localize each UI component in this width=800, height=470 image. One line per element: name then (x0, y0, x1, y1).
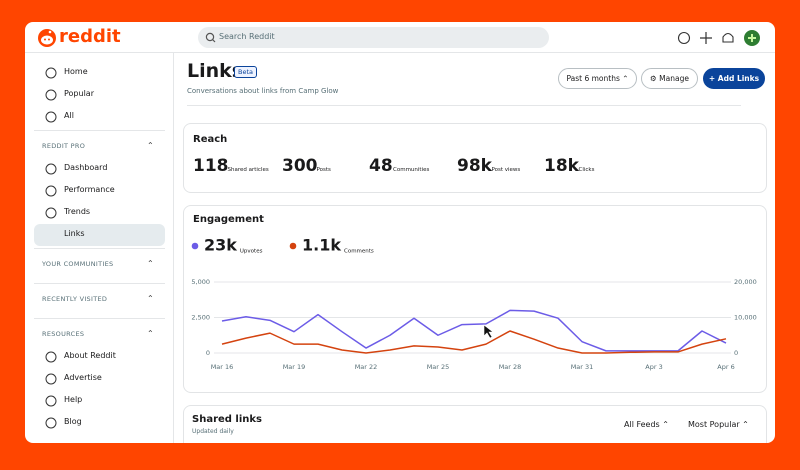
y2-tick-label: 0 (734, 349, 738, 357)
section-header[interactable]: YOUR COMMUNITIES (42, 260, 114, 268)
nav-icon (45, 67, 57, 79)
legend-swatch (289, 242, 297, 250)
mouse-cursor (483, 324, 494, 339)
nav-item[interactable]: Dashboard (64, 163, 108, 172)
stat-value: 118 (193, 156, 229, 176)
nav-item[interactable]: About Reddit (64, 351, 116, 360)
engagement-title: Engagement (193, 214, 264, 225)
nav-item[interactable]: Performance (64, 185, 115, 194)
x-tick-label: Mar 22 (355, 363, 378, 371)
feed-filter[interactable]: All Feeds ⌃ (624, 420, 669, 429)
button-label: Manage (659, 74, 689, 83)
series-line (221, 309, 727, 352)
y-tick-label: 2,500 (191, 314, 210, 322)
title-divider (187, 105, 741, 106)
section-chevron: ⌃ (147, 259, 154, 268)
x-tick-label: Apr 6 (717, 363, 734, 371)
sidebar-divider (34, 318, 165, 319)
y2-tick-label: 10,000 (734, 314, 757, 322)
legend-total: 23k (204, 236, 237, 255)
header-icons[interactable] (675, 28, 770, 48)
nav-icon (45, 89, 57, 101)
nav-item[interactable]: Advertise (64, 373, 102, 382)
nav-icon (45, 185, 57, 197)
y-tick-label: 5,000 (191, 278, 210, 286)
stat-label: Posts (316, 167, 331, 173)
filter-label: Most Popular (688, 420, 740, 429)
legend-swatch (191, 242, 199, 250)
section-header[interactable]: RECENTLY VISITED (42, 295, 108, 303)
y2-tick-label: 20,000 (734, 278, 757, 286)
page-title: Links (187, 60, 244, 82)
section-header[interactable]: REDDIT PRO (42, 142, 86, 150)
nav-item[interactable]: Blog (64, 417, 82, 426)
shared-links-card (183, 405, 767, 443)
beta-badge: Beta (234, 66, 257, 78)
nav-item[interactable]: Popular (64, 89, 94, 98)
sidebar-divider (34, 130, 165, 131)
stat-label: Post views (491, 167, 521, 173)
sidebar-divider (34, 283, 165, 284)
series-line (221, 330, 727, 354)
x-tick-label: Apr 3 (645, 363, 662, 371)
nav-item[interactable]: Trends (64, 207, 91, 216)
nav-icon (45, 111, 57, 123)
stat-value: 300 (282, 156, 318, 176)
section-chevron: ⌃ (147, 329, 154, 338)
shared-links-subtitle: Updated daily (192, 428, 234, 435)
nav-icon (45, 351, 57, 363)
logo-text[interactable]: reddit (59, 26, 121, 47)
nav-icon (45, 395, 57, 407)
section-header[interactable]: RESOURCES (42, 330, 85, 338)
nav-icon (45, 163, 57, 175)
section-chevron: ⌃ (147, 294, 154, 303)
nav-icon (45, 207, 57, 219)
logo-icon (38, 29, 56, 47)
search-icon (205, 32, 216, 43)
search-bar[interactable] (198, 27, 549, 48)
header-divider (25, 52, 775, 53)
nav-icon (45, 417, 57, 429)
date-range-button[interactable]: Past 6 months ⌃ (558, 68, 637, 89)
x-tick-label: Mar 31 (571, 363, 594, 371)
section-chevron: ⌃ (147, 141, 154, 150)
add-links-button[interactable]: + Add Links (703, 68, 765, 89)
x-tick-label: Mar 28 (499, 363, 522, 371)
stat-label: Communities (393, 167, 430, 173)
page-subtitle: Conversations about links from Camp Glow (187, 87, 339, 95)
legend-name: Comments (344, 249, 374, 255)
button-label: Past 6 months (566, 74, 620, 83)
window: reddit Search Reddit Links Beta Conversa… (25, 22, 775, 443)
sidebar-divider (173, 52, 174, 443)
reach-title: Reach (193, 134, 228, 145)
search-placeholder: Search Reddit (219, 32, 275, 41)
nav-icon (45, 373, 57, 385)
active-item-bg (34, 224, 165, 246)
engagement-card (183, 205, 767, 393)
stat-label: Clicks (578, 167, 595, 173)
reach-card (183, 123, 767, 193)
button-label: Add Links (717, 74, 760, 83)
nav-item[interactable]: Home (64, 67, 88, 76)
nav-item[interactable]: All (64, 111, 74, 120)
shared-links-title: Shared links (192, 414, 262, 425)
engagement-chart: 0 2,500 5,000 0 10,000 20,000 Mar 16 Mar 19 Mar … (45, 67, 757, 429)
stat-value: 18k (544, 156, 579, 176)
stat-label: Shared articles (227, 167, 269, 173)
y-tick-label: 0 (206, 349, 210, 357)
x-tick-label: Mar 16 (211, 363, 234, 371)
legend-name: Upvotes (240, 249, 263, 255)
nav-item[interactable]: Links (64, 229, 85, 238)
filter-label: All Feeds (624, 420, 660, 429)
manage-button[interactable]: ⚙ Manage (641, 68, 698, 89)
x-tick-label: Mar 19 (283, 363, 306, 371)
stat-value: 48 (369, 156, 393, 176)
x-tick-label: Mar 25 (427, 363, 450, 371)
sidebar-divider (34, 248, 165, 249)
sort-filter[interactable]: Most Popular ⌃ (688, 420, 749, 429)
stat-value: 98k (457, 156, 492, 176)
legend-total: 1.1k (302, 236, 341, 255)
nav-item[interactable]: Help (64, 395, 83, 404)
